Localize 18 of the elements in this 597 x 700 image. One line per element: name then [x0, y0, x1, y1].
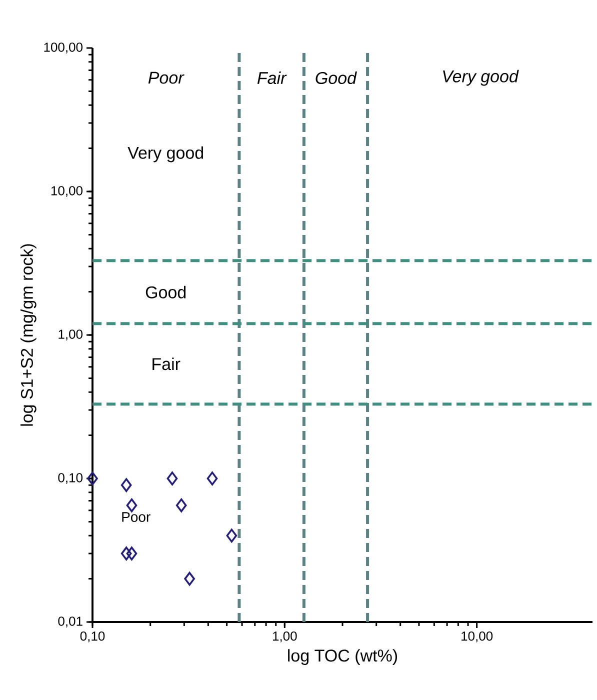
- x-tick-label: 0,10: [80, 632, 105, 642]
- annotation: Poor: [122, 512, 150, 522]
- annotation: Very good: [128, 146, 204, 162]
- y-tick-label: 100,00: [44, 42, 82, 54]
- annotation: Good: [146, 286, 186, 298]
- x-axis-title: log TOC (wt%): [288, 649, 398, 665]
- annotation: Fair: [257, 72, 287, 84]
- y-tick-label: 1,00: [58, 330, 82, 340]
- annotation: Very good: [443, 70, 519, 86]
- y-tick-label: 0,10: [58, 473, 82, 484]
- y-tick-label: 0,01: [58, 616, 82, 628]
- x-tick-label: 1,00: [272, 632, 297, 642]
- annotation: Good: [316, 72, 357, 84]
- y-axis-title: log S1+S2 (mg/gm rock): [20, 244, 36, 426]
- annotation: Poor: [148, 72, 184, 84]
- y-tick-label: 10,00: [51, 186, 82, 197]
- x-tick-label: 10,00: [462, 632, 493, 642]
- annotation: Fair: [152, 358, 180, 370]
